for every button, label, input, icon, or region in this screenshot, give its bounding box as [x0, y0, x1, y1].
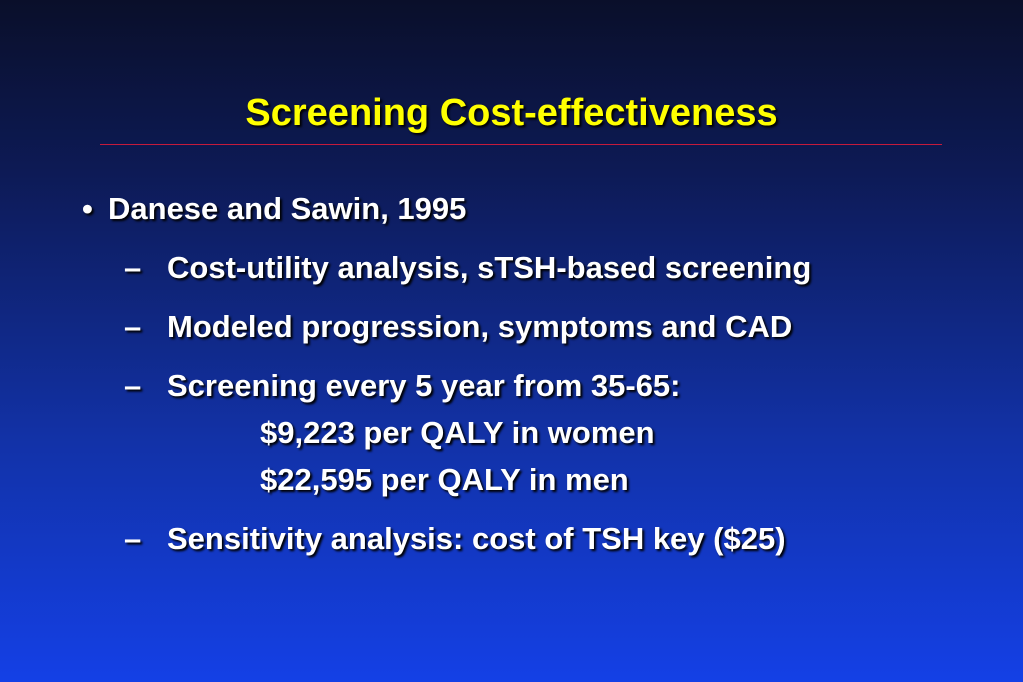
subbullet-text: Cost-utility analysis, sTSH-based screen… — [167, 250, 812, 285]
bullet-marker: • — [82, 191, 93, 226]
detail-line-women: $9,223 per QALY in women — [260, 415, 655, 450]
subbullet-marker: – — [124, 309, 142, 344]
subbullet-text: Screening every 5 year from 35-65: — [167, 368, 681, 403]
title-divider — [100, 144, 942, 145]
subbullet-text: Sensitivity analysis: cost of TSH key ($… — [167, 521, 786, 556]
detail-line-men: $22,595 per QALY in men — [260, 462, 629, 497]
subbullet-marker: – — [124, 521, 142, 556]
subbullet-text: Modeled progression, symptoms and CAD — [167, 309, 793, 344]
subbullet-marker: – — [124, 368, 142, 403]
subbullet-marker: – — [124, 250, 142, 285]
slide-title: Screening Cost-effectiveness — [245, 92, 778, 134]
bullet-text: Danese and Sawin, 1995 — [108, 191, 467, 226]
